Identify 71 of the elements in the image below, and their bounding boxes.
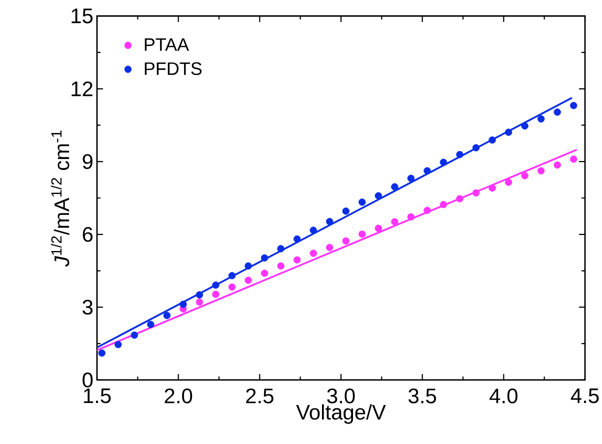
point xyxy=(244,276,252,284)
legend-label: PTAA xyxy=(144,38,190,51)
point xyxy=(374,192,382,200)
point xyxy=(521,172,528,180)
y-axis-title: J$^{1/2}$/mA$^{1/2}$ cm$^{-1}$ xyxy=(50,130,70,267)
point xyxy=(163,312,171,320)
x-tick-label: 1.5 xyxy=(84,388,111,404)
point xyxy=(391,218,398,226)
point xyxy=(456,195,464,202)
point xyxy=(326,244,334,252)
point xyxy=(260,254,268,262)
y-tick-label: 3 xyxy=(82,300,93,315)
y-tick-label: 15 xyxy=(72,8,93,24)
point xyxy=(180,300,187,308)
point xyxy=(212,290,220,298)
point xyxy=(488,184,496,192)
point xyxy=(196,291,204,298)
point xyxy=(440,158,448,166)
point xyxy=(504,128,512,136)
point xyxy=(456,150,464,158)
point xyxy=(310,226,317,234)
point xyxy=(277,245,284,252)
y-tick-label: 0 xyxy=(82,372,93,388)
point xyxy=(537,115,545,122)
point xyxy=(147,320,154,328)
point xyxy=(424,206,431,214)
point xyxy=(504,178,512,186)
point xyxy=(358,198,366,206)
y-tick-label: 9 xyxy=(82,154,92,170)
point xyxy=(488,136,496,144)
x-tick-label: 3.5 xyxy=(408,388,436,404)
point xyxy=(407,213,415,221)
point xyxy=(424,167,431,174)
x-axis-title: Voltage/V xyxy=(296,404,386,424)
x-tick-label: 2.0 xyxy=(164,388,192,404)
point xyxy=(440,200,448,208)
point xyxy=(228,272,236,280)
point xyxy=(554,161,561,169)
point xyxy=(342,237,350,245)
point xyxy=(358,230,366,238)
point xyxy=(277,262,284,270)
y-tick-label: 12 xyxy=(72,81,92,96)
point xyxy=(196,298,204,306)
point xyxy=(407,174,415,182)
point xyxy=(554,108,561,116)
x-tick-label: 2.5 xyxy=(246,388,274,404)
point xyxy=(342,207,350,215)
point xyxy=(114,340,122,348)
x-tick-label: 4.0 xyxy=(490,388,518,404)
point xyxy=(310,250,317,257)
point xyxy=(521,122,528,130)
legend-label: PFDTS xyxy=(144,62,202,76)
point xyxy=(293,256,301,264)
point xyxy=(570,102,578,110)
point xyxy=(260,270,268,277)
point xyxy=(391,183,398,190)
x-tick-label: 3.0 xyxy=(327,388,355,404)
x-tick-label: 4.5 xyxy=(570,388,599,404)
y-tick-label: 6 xyxy=(82,226,93,242)
point xyxy=(570,156,578,163)
point xyxy=(130,331,138,339)
point xyxy=(293,235,301,243)
point xyxy=(537,167,545,174)
point xyxy=(98,349,106,357)
point xyxy=(472,144,480,152)
point xyxy=(374,224,382,232)
point xyxy=(244,262,252,270)
point xyxy=(212,282,220,289)
point xyxy=(326,218,334,226)
point xyxy=(472,189,480,196)
point xyxy=(228,283,236,291)
